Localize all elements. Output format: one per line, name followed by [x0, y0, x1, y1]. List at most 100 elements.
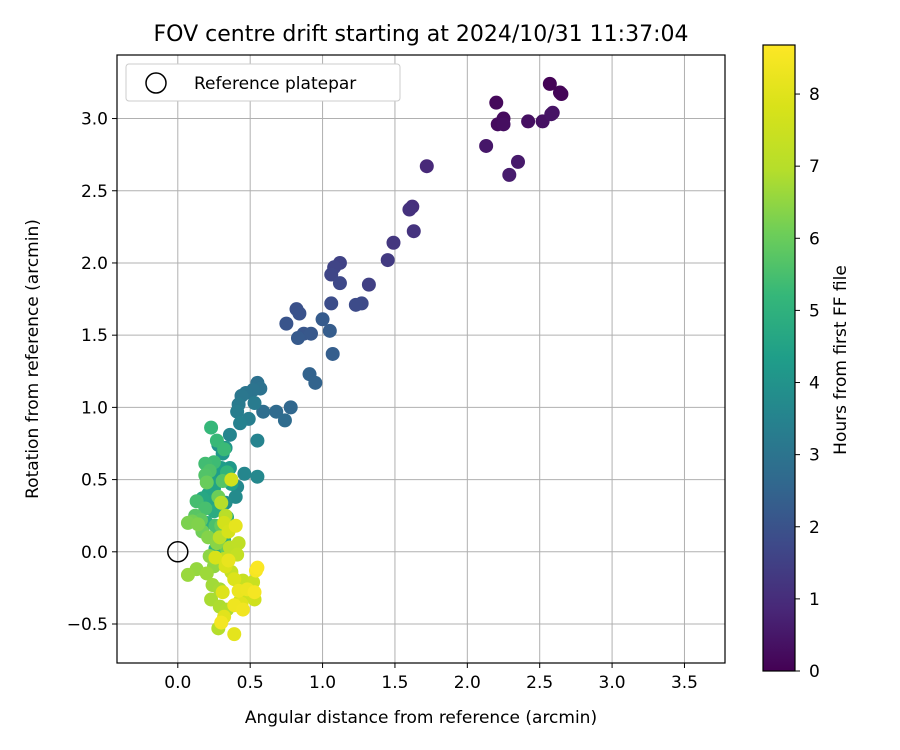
data-point	[303, 326, 318, 341]
data-point	[402, 202, 417, 217]
data-point	[544, 107, 559, 122]
legend-marker-icon	[145, 72, 167, 94]
colorbar-tick-label: 0	[809, 662, 820, 682]
data-point	[224, 472, 239, 487]
data-point	[214, 495, 229, 510]
data-point	[222, 427, 237, 442]
data-point	[332, 276, 347, 291]
points-layer	[180, 76, 569, 642]
legend: Reference platepar	[125, 63, 401, 102]
data-point	[322, 323, 337, 338]
x-tick-label: 2.5	[526, 673, 553, 693]
data-point	[308, 375, 323, 390]
data-point	[386, 235, 401, 250]
data-point	[348, 297, 363, 312]
data-point	[250, 469, 265, 484]
data-point	[496, 117, 511, 132]
y-tick-label: 2.5	[81, 182, 108, 202]
x-tick-label: 0.5	[237, 673, 264, 693]
data-point	[256, 404, 271, 419]
data-point	[250, 433, 265, 448]
y-tick-label: 0.5	[81, 471, 108, 491]
colorbar-tick-label: 2	[809, 518, 820, 538]
data-point	[233, 416, 248, 431]
y-axis-label: Rotation from reference (arcmin)	[23, 219, 43, 499]
data-point	[510, 154, 525, 169]
data-point	[180, 567, 195, 582]
data-point	[191, 517, 206, 532]
y-tick-label: 3.0	[81, 110, 108, 130]
data-point	[324, 296, 339, 311]
y-axis: −0.5 0.0 0.5 1.0 1.5 2.0 2.5 3.0	[67, 110, 117, 635]
data-point	[419, 159, 434, 174]
data-point	[217, 442, 232, 457]
data-point	[502, 167, 517, 182]
data-point	[324, 267, 339, 282]
data-point	[315, 312, 330, 327]
data-point	[204, 420, 219, 435]
data-point	[542, 76, 557, 91]
data-point	[227, 627, 242, 642]
data-point	[227, 572, 242, 587]
x-axis-label: Angular distance from reference (arcmin)	[245, 708, 597, 728]
data-point	[247, 396, 262, 411]
data-point	[199, 475, 214, 490]
data-point	[228, 489, 243, 504]
data-point	[380, 253, 395, 268]
colorbar-tick-label: 5	[809, 301, 820, 321]
colorbar-tick-label: 7	[809, 157, 820, 177]
data-point	[489, 95, 504, 110]
colorbar-label: Hours from first FF file	[831, 265, 851, 455]
data-point	[214, 615, 229, 630]
data-point	[269, 404, 284, 419]
data-point	[215, 585, 230, 600]
legend-label: Reference platepar	[194, 74, 356, 94]
data-point	[231, 536, 246, 551]
data-point	[221, 553, 236, 568]
data-point	[208, 550, 223, 565]
data-point	[283, 400, 298, 415]
reference-marker	[167, 541, 189, 563]
legend-box	[125, 63, 401, 102]
data-point	[247, 585, 262, 600]
colorbar-tick-label: 1	[809, 590, 820, 610]
data-point	[292, 306, 307, 321]
colorbar-tick-label: 8	[809, 85, 820, 105]
data-point	[521, 114, 536, 129]
data-point	[277, 413, 292, 428]
plot-frame	[116, 54, 726, 664]
data-point	[554, 86, 569, 101]
y-tick-label: 1.0	[81, 398, 108, 418]
colorbar-ticks: 0 1 2 3 4 5 6 7 8	[795, 85, 820, 682]
data-point	[198, 501, 213, 516]
data-point	[235, 602, 250, 617]
data-point	[250, 560, 265, 575]
colorbar-tick-label: 6	[809, 229, 820, 249]
data-point	[361, 277, 376, 292]
x-tick-label: 1.5	[381, 673, 408, 693]
x-axis: 0.0 0.5 1.0 1.5 2.0 2.5 3.0 3.5	[164, 663, 698, 693]
chart-title: FOV centre drift starting at 2024/10/31 …	[154, 22, 689, 47]
data-point	[237, 466, 252, 481]
y-tick-label: 0.0	[81, 543, 108, 563]
data-point	[325, 346, 340, 361]
colorbar-tick-label: 3	[809, 446, 820, 466]
data-point	[199, 566, 214, 581]
y-tick-label: 1.5	[81, 326, 108, 346]
colorbar-gradient	[762, 44, 796, 672]
data-point	[479, 138, 494, 153]
data-point	[406, 224, 421, 239]
data-point	[290, 331, 305, 346]
y-tick-label: 2.0	[81, 254, 108, 274]
x-tick-label: 0.0	[164, 673, 191, 693]
data-point	[279, 316, 294, 331]
x-tick-label: 3.5	[671, 673, 698, 693]
colorbar-tick-label: 4	[809, 374, 820, 394]
x-tick-label: 3.0	[599, 673, 626, 693]
colorbar: 0 1 2 3 4 5 6 7 8 Hours from first FF file	[762, 44, 851, 682]
y-tick-label: −0.5	[67, 615, 108, 635]
x-tick-label: 1.0	[309, 673, 336, 693]
data-point	[230, 404, 245, 419]
x-tick-label: 2.0	[454, 673, 481, 693]
